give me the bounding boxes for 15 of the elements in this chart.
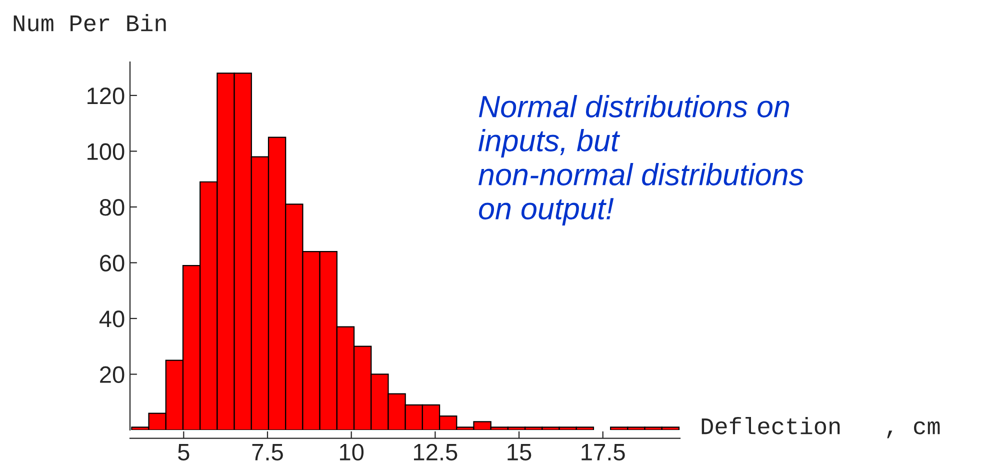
x-tick-label: 7.5 — [252, 444, 283, 461]
y-tick-label: 80 — [100, 199, 124, 216]
x-tick-label: 5 — [178, 444, 190, 461]
x-tick-label: 10 — [340, 444, 364, 461]
y-tick-label: 40 — [99, 310, 124, 328]
y-tick-label: 120 — [88, 88, 124, 104]
y-tick-label: 100 — [88, 143, 124, 160]
y-axis-title: Num Per Bin — [14, 14, 166, 32]
x-tick-label: 12.5 — [414, 444, 458, 461]
x-tick-label: 15 — [508, 444, 532, 461]
annotation: Normal distributions on inputs, but non-normal distributions on output! — [478, 95, 804, 226]
y-tick-label: 20 — [100, 366, 124, 384]
x-axis-title: Deflection , cm — [702, 416, 940, 438]
x-tick-label: 17.5 — [582, 444, 625, 461]
y-tick-label: 60 — [100, 254, 124, 272]
